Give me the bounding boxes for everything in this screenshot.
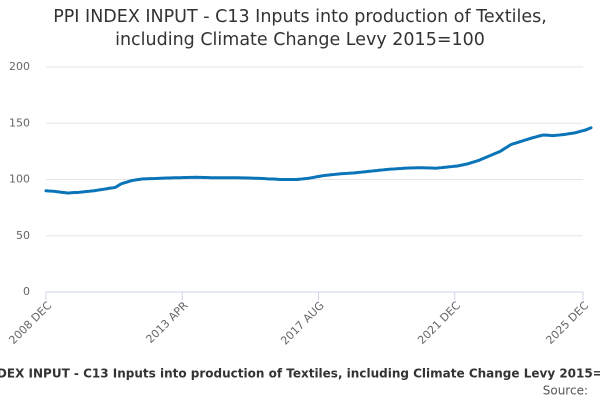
data-line [44,126,593,195]
x-tick-label: 2013 APR [144,299,191,346]
y-tick-label: 150 [9,116,30,129]
chart-title: PPI INDEX INPUT - C13 Inputs into produc… [53,7,547,50]
y-tick-label: 100 [9,173,30,186]
x-tick-label: 2021 DEC [415,299,463,347]
x-tick-label: 2025 DEC [543,299,591,347]
caption: PPI INDEX INPUT - C13 Inputs into produc… [0,367,600,381]
source: Source: [543,384,588,398]
y-tick-label: 0 [23,285,30,298]
x-tick-label: 2008 DEC [6,299,54,347]
y-tick-label: 200 [9,60,30,73]
y-tick-label: 50 [16,229,30,242]
x-tick-label: 2017 AUG [278,299,327,348]
